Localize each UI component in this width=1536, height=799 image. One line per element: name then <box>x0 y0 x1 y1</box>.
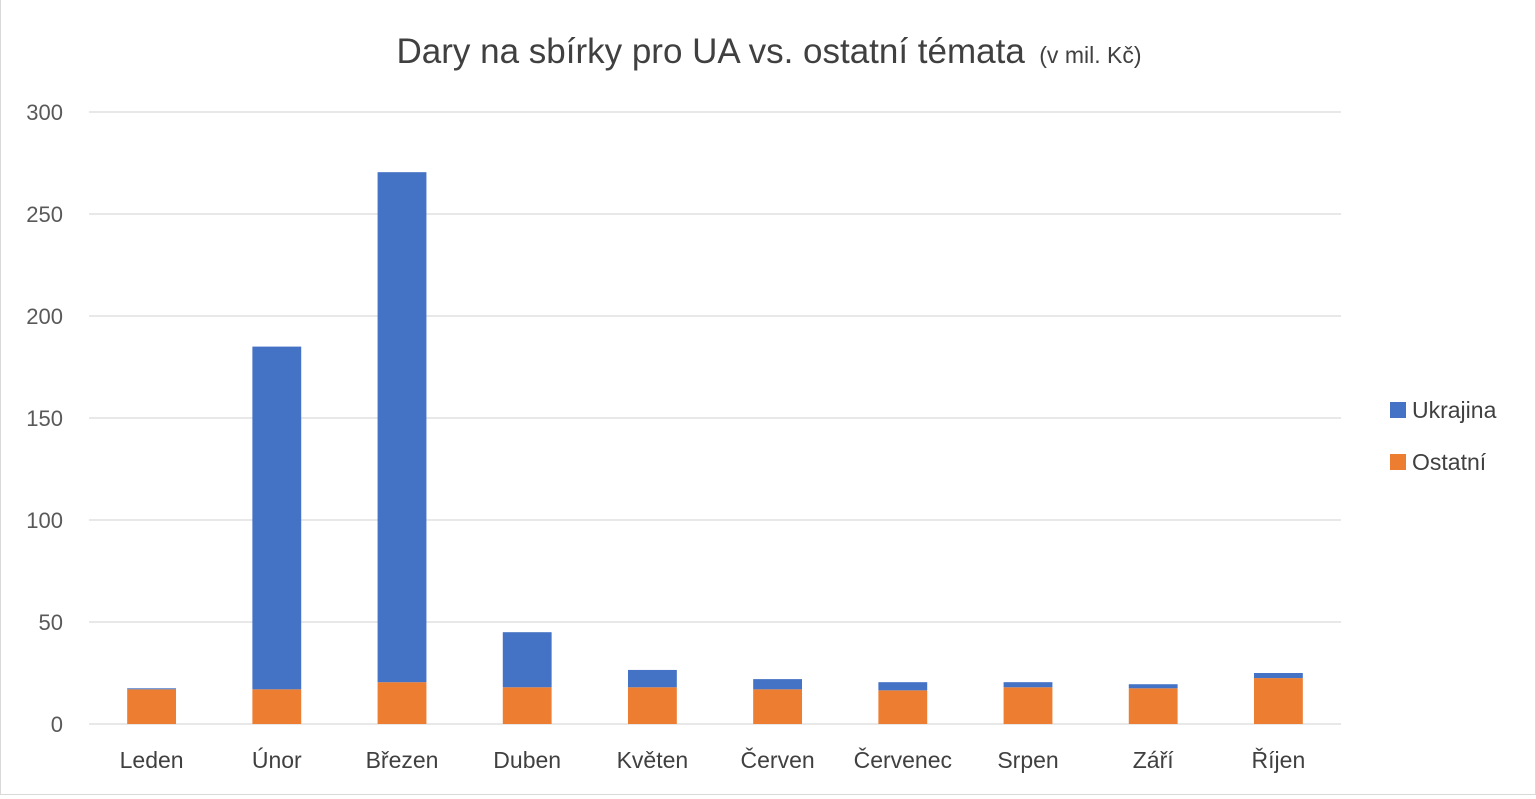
bar-ostatní-7 <box>1003 687 1053 724</box>
bar-ukrajina-7 <box>1003 682 1053 688</box>
bar-ukrajina-9 <box>1253 673 1303 679</box>
legend-label-ukrajina: Ukrajina <box>1412 397 1497 423</box>
y-tick-label: 50 <box>39 610 63 635</box>
y-tick-label: 250 <box>26 202 63 227</box>
y-tick-label: 0 <box>51 712 63 737</box>
x-category-label: Červenec <box>854 746 952 773</box>
chart-title-main: Dary na sbírky pro UA vs. ostatní témata <box>397 32 1026 71</box>
x-axis-category-labels: Leden Únor Březen Duben Květen Červen Červenec… <box>120 746 1306 773</box>
legend-swatch-ostatní <box>1390 454 1406 470</box>
bars <box>127 172 1303 724</box>
bar-ostatní-1 <box>252 689 302 724</box>
x-category-label: Květen <box>617 747 689 773</box>
bar-ostatní-3 <box>502 687 552 724</box>
bar-ostatní-6 <box>878 690 928 724</box>
bar-ostatní-2 <box>377 682 427 724</box>
bar-ostatní-0 <box>127 689 177 724</box>
x-category-label: Červen <box>741 746 815 773</box>
bar-ukrajina-0 <box>127 688 177 690</box>
legend-label-ostatní: Ostatní <box>1412 449 1487 475</box>
x-category-label: Říjen <box>1252 747 1306 773</box>
x-category-label: Leden <box>120 747 184 773</box>
bar-ukrajina-6 <box>878 682 928 691</box>
x-category-label: Březen <box>366 747 439 773</box>
y-tick-label: 300 <box>26 100 63 125</box>
legend: Ukrajina Ostatní <box>1390 397 1497 475</box>
bar-ukrajina-3 <box>502 632 552 688</box>
y-tick-label: 200 <box>26 304 63 329</box>
bar-ukrajina-5 <box>753 679 803 690</box>
y-tick-label: 100 <box>26 508 63 533</box>
x-category-label: Září <box>1133 747 1175 773</box>
x-category-label: Duben <box>493 747 561 773</box>
bar-ostatní-4 <box>627 687 677 724</box>
y-tick-label: 150 <box>26 406 63 431</box>
legend-swatch-ukrajina <box>1390 402 1406 418</box>
bar-ostatní-8 <box>1128 688 1178 724</box>
x-category-label: Srpen <box>997 747 1058 773</box>
bar-ukrajina-2 <box>377 172 427 683</box>
y-axis-tick-labels: 0 50 100 150 200 250 300 <box>26 100 63 737</box>
x-category-label: Únor <box>252 747 302 773</box>
bar-ukrajina-4 <box>627 669 677 688</box>
bar-ukrajina-1 <box>252 346 302 690</box>
bar-ostatní-9 <box>1253 678 1303 724</box>
chart-title: Dary na sbírky pro UA vs. ostatní témata… <box>397 32 1142 71</box>
bar-ostatní-5 <box>753 689 803 724</box>
chart-title-unit: (v mil. Kč) <box>1039 42 1141 68</box>
bar-ukrajina-8 <box>1128 684 1178 689</box>
